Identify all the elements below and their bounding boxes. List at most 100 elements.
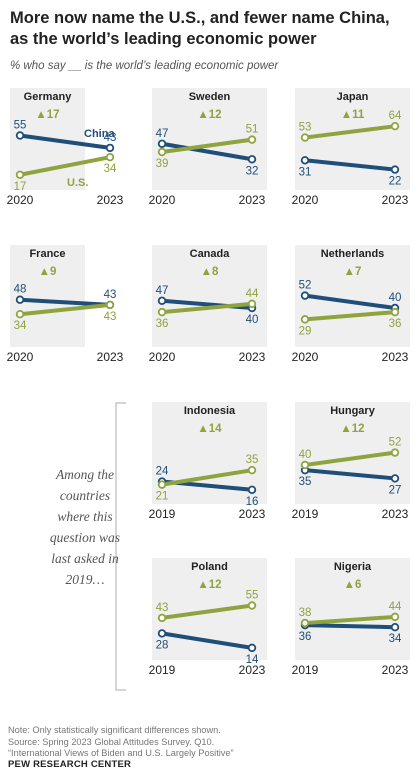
panel-title-nigeria: Nigeria [334,561,372,573]
change-label-hungary: ▲12 [340,423,364,435]
x-tick-germany-end: 2023 [97,193,124,207]
us-value-canada-1: 44 [246,288,259,300]
china-value-netherlands-1: 40 [389,292,402,304]
x-tick-poland-start: 2019 [149,663,176,677]
us-line-canada [161,301,253,315]
us-value-japan-0: 53 [299,122,312,134]
us-point-hungary-0 [300,460,310,470]
china-point-japan-0 [300,156,310,165]
change-label-indonesia: ▲14 [197,423,222,435]
us-value-netherlands-1: 36 [389,318,402,330]
us-value-nigeria-0: 38 [299,607,312,619]
china-value-germany-1: 43 [104,132,117,144]
china-point-germany-1 [105,143,115,153]
legend-label-china: China [84,128,115,140]
x-tick-indonesia-start: 2019 [149,507,176,521]
page-title: More now name the U.S., and fewer name C… [10,9,390,48]
china-line-germany [19,133,111,150]
panel-background-japan [295,88,410,190]
us-line-germany [19,155,111,177]
note-line-2: Source: Spring 2023 Global Attitudes Sur… [8,736,215,747]
x-tick-france-start: 2020 [7,350,34,364]
us-point-france-1 [105,300,115,310]
x-tick-germany-start: 2020 [7,193,34,207]
china-point-poland-1 [247,643,257,653]
china-point-hungary-1 [390,474,400,483]
us-point-germany-1 [105,152,115,162]
change-label-nigeria: ▲6 [344,579,362,591]
note-line-3: “International Views of Biden and U.S. L… [8,748,234,758]
x-tick-sweden-end: 2023 [239,193,266,207]
x-tick-sweden-start: 2020 [149,193,176,207]
china-value-hungary-0: 35 [299,476,312,488]
us-value-sweden-0: 39 [156,158,169,170]
brand-logo-text: PEW RESEARCH CENTER [8,759,132,770]
china-line-france [19,297,111,307]
china-point-japan-1 [390,165,400,174]
china-value-nigeria-0: 36 [299,631,312,643]
panel-title-netherlands: Netherlands [321,248,385,260]
change-label-canada: ▲8 [201,266,219,278]
china-value-canada-1: 40 [246,314,259,326]
us-line-france [19,302,111,317]
panel-title-indonesia: Indonesia [184,405,236,417]
change-label-netherlands: ▲7 [344,266,362,278]
us-value-indonesia-0: 21 [156,491,169,503]
us-point-netherlands-1 [390,307,400,317]
panel-title-france: France [29,248,65,260]
us-point-nigeria-0 [300,618,310,628]
china-value-canada-0: 47 [156,285,169,297]
china-value-japan-0: 31 [299,166,312,178]
note-line-1: Note: Only statistically significant dif… [8,725,221,735]
x-tick-japan-start: 2020 [292,193,319,207]
x-tick-netherlands-start: 2020 [292,350,319,364]
x-tick-hungary-end: 2023 [382,507,409,521]
us-point-sweden-0 [157,147,167,157]
panel-background-nigeria [295,558,410,660]
change-label-france: ▲9 [39,266,57,278]
x-tick-hungary-start: 2019 [292,507,319,521]
us-line-indonesia [161,468,253,487]
panel-title-japan: Japan [337,91,369,103]
panel-background-canada [152,245,267,347]
x-tick-netherlands-end: 2023 [382,350,409,364]
china-line-nigeria [304,623,396,630]
china-value-france-0: 48 [14,284,27,296]
panel-title-canada: Canada [190,248,231,260]
china-value-sweden-0: 47 [156,128,169,140]
china-value-indonesia-1: 16 [246,496,259,508]
us-value-germany-0: 17 [14,181,27,193]
change-label-japan: ▲11 [341,109,365,121]
china-value-poland-1: 14 [246,654,259,666]
group-bracket [115,402,126,691]
china-point-sweden-1 [247,155,257,164]
x-tick-japan-end: 2023 [382,193,409,207]
us-point-sweden-1 [247,135,257,144]
us-point-poland-0 [157,613,167,623]
china-line-japan [304,158,396,172]
us-line-hungary [304,450,396,467]
us-value-poland-0: 43 [156,602,169,614]
legend-label-us: U.S. [67,177,88,189]
china-value-indonesia-0: 24 [156,466,169,478]
us-value-hungary-0: 40 [299,449,312,461]
us-value-germany-1: 34 [104,163,117,175]
china-value-germany-0: 55 [14,120,27,132]
us-value-canada-0: 36 [156,318,169,330]
china-value-poland-0: 28 [156,639,169,651]
us-value-france-0: 34 [14,320,27,332]
us-value-sweden-1: 51 [246,124,259,136]
us-point-hungary-1 [390,448,400,457]
x-tick-canada-end: 2023 [239,350,266,364]
us-value-netherlands-0: 29 [299,325,312,337]
us-value-hungary-1: 52 [389,437,402,449]
china-line-netherlands [304,293,396,310]
x-tick-indonesia-end: 2023 [239,507,266,521]
us-value-france-1: 43 [104,311,117,323]
us-line-sweden [161,137,253,155]
panel-title-poland: Poland [191,561,228,573]
us-line-poland [161,603,253,620]
china-point-france-0 [15,295,25,304]
x-tick-nigeria-start: 2019 [292,663,319,677]
